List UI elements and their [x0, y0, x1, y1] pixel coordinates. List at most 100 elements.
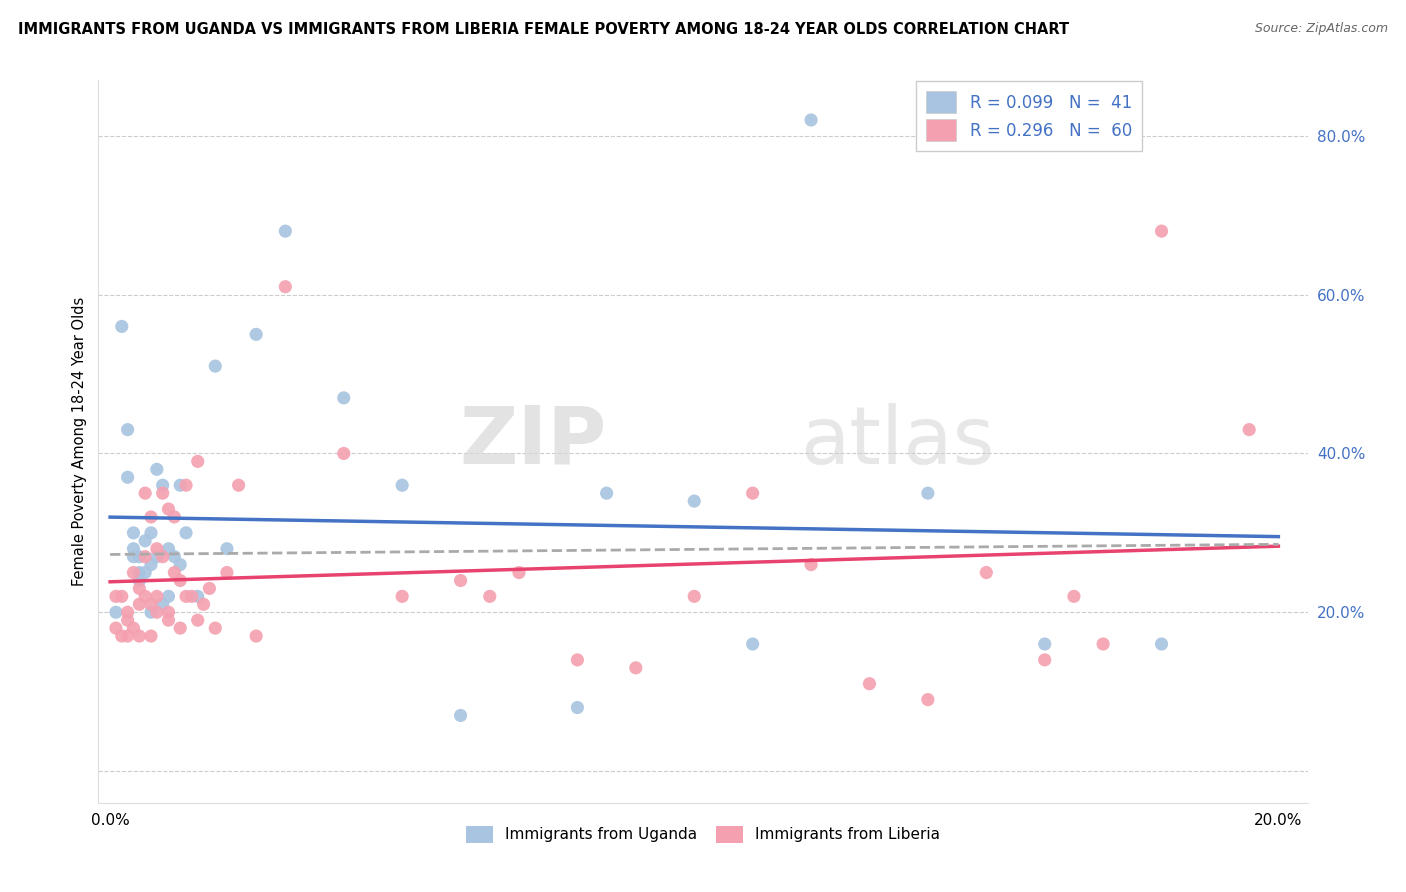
Point — [146, 605, 169, 619]
Point — [117, 605, 139, 619]
Point — [198, 582, 221, 596]
Point — [274, 224, 297, 238]
Point — [104, 590, 127, 604]
Legend: Immigrants from Uganda, Immigrants from Liberia: Immigrants from Uganda, Immigrants from … — [460, 820, 946, 849]
Text: atlas: atlas — [800, 402, 994, 481]
Point — [174, 590, 197, 604]
Point — [122, 549, 145, 564]
Point — [163, 549, 186, 564]
Point — [741, 486, 763, 500]
Point — [332, 446, 354, 460]
Point — [134, 590, 156, 604]
Point — [157, 541, 180, 556]
Point — [152, 597, 174, 611]
Point — [128, 629, 150, 643]
Point — [128, 566, 150, 580]
Point — [800, 558, 823, 572]
Point — [800, 113, 823, 128]
Point — [134, 533, 156, 548]
Point — [1150, 637, 1173, 651]
Point — [122, 541, 145, 556]
Point — [117, 629, 139, 643]
Point — [122, 566, 145, 580]
Point — [122, 525, 145, 540]
Point — [245, 327, 267, 342]
Point — [478, 590, 501, 604]
Point — [683, 494, 706, 508]
Point — [139, 525, 162, 540]
Point — [567, 653, 589, 667]
Point — [204, 359, 226, 373]
Point — [187, 590, 209, 604]
Text: ZIP: ZIP — [458, 402, 606, 481]
Point — [134, 486, 156, 500]
Point — [1150, 224, 1173, 238]
Point — [1063, 590, 1085, 604]
Point — [917, 486, 939, 500]
Point — [157, 605, 180, 619]
Point — [157, 590, 180, 604]
Point — [274, 279, 297, 293]
Point — [146, 549, 169, 564]
Point — [624, 661, 647, 675]
Point — [111, 319, 134, 334]
Point — [128, 549, 150, 564]
Point — [193, 597, 215, 611]
Point — [187, 454, 209, 468]
Point — [128, 582, 150, 596]
Point — [169, 621, 191, 635]
Point — [169, 478, 191, 492]
Point — [152, 486, 174, 500]
Y-axis label: Female Poverty Among 18-24 Year Olds: Female Poverty Among 18-24 Year Olds — [72, 297, 87, 586]
Point — [187, 613, 209, 627]
Point — [391, 478, 413, 492]
Point — [146, 590, 169, 604]
Point — [139, 597, 162, 611]
Point — [146, 462, 169, 476]
Point — [163, 566, 186, 580]
Point — [152, 549, 174, 564]
Point — [122, 621, 145, 635]
Point — [139, 605, 162, 619]
Point — [174, 478, 197, 492]
Point — [146, 541, 169, 556]
Point — [139, 629, 162, 643]
Point — [174, 525, 197, 540]
Point — [111, 629, 134, 643]
Point — [450, 574, 472, 588]
Point — [169, 558, 191, 572]
Point — [157, 613, 180, 627]
Point — [180, 590, 202, 604]
Point — [917, 692, 939, 706]
Point — [245, 629, 267, 643]
Point — [683, 590, 706, 604]
Point — [1237, 423, 1260, 437]
Point — [117, 423, 139, 437]
Point — [595, 486, 617, 500]
Point — [858, 676, 880, 690]
Point — [1033, 653, 1056, 667]
Point — [450, 708, 472, 723]
Point — [104, 605, 127, 619]
Point — [152, 478, 174, 492]
Point — [134, 549, 156, 564]
Point — [104, 621, 127, 635]
Point — [139, 558, 162, 572]
Point — [332, 391, 354, 405]
Point — [1092, 637, 1115, 651]
Point — [741, 637, 763, 651]
Point — [1033, 637, 1056, 651]
Point — [508, 566, 530, 580]
Text: IMMIGRANTS FROM UGANDA VS IMMIGRANTS FROM LIBERIA FEMALE POVERTY AMONG 18-24 YEA: IMMIGRANTS FROM UGANDA VS IMMIGRANTS FRO… — [18, 22, 1070, 37]
Point — [567, 700, 589, 714]
Point — [215, 541, 238, 556]
Point — [157, 502, 180, 516]
Point — [128, 574, 150, 588]
Point — [139, 510, 162, 524]
Point — [134, 566, 156, 580]
Point — [215, 566, 238, 580]
Point — [128, 597, 150, 611]
Point — [204, 621, 226, 635]
Point — [974, 566, 997, 580]
Point — [163, 510, 186, 524]
